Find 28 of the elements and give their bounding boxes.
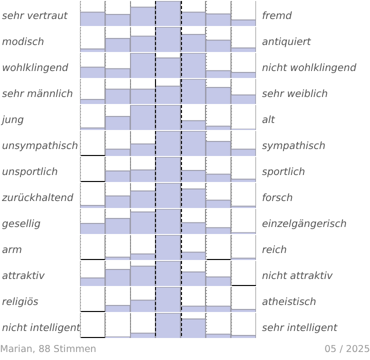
y2-axis-title: antiquiert bbox=[261, 37, 312, 50]
y2-axis-title: sportlich bbox=[261, 167, 306, 180]
y2-axis-title: nicht attraktiv bbox=[261, 271, 334, 284]
y-axis-title: sehr männlich bbox=[1, 89, 74, 102]
y2-axis-title: sehr intelligent bbox=[261, 323, 338, 336]
y-axis-title: unsportlich bbox=[1, 167, 59, 180]
y2-axis-title: nicht wohlklingend bbox=[261, 63, 358, 76]
y2-axis-title: atheistisch bbox=[261, 297, 318, 310]
y-axis-title: sehr vertraut bbox=[1, 11, 69, 24]
y-axis-title: religiös bbox=[1, 297, 40, 310]
text: 05 / 2025 bbox=[324, 344, 370, 355]
y2-axis-title: forsch bbox=[261, 193, 294, 206]
y-axis-title: jung bbox=[0, 115, 25, 128]
y2-axis-title: fremd bbox=[261, 11, 293, 24]
y-axis-title: nicht intelligent bbox=[1, 323, 80, 336]
y2-axis-title: alt bbox=[261, 115, 276, 128]
y-axis-title: gesellig bbox=[1, 219, 42, 232]
y-axis-title: attraktiv bbox=[1, 271, 46, 284]
y-axis-title: wohlklingend bbox=[1, 63, 70, 76]
y-axis-title: modisch bbox=[1, 37, 46, 50]
y-axis-title: unsympathisch bbox=[1, 141, 80, 154]
y2-axis-title: reich bbox=[261, 245, 288, 258]
y2-axis-title: sehr weiblich bbox=[261, 89, 329, 102]
y-axis-title: zurückhaltend bbox=[1, 193, 74, 206]
text: Marian, 88 Stimmen bbox=[0, 344, 96, 355]
y2-axis-title: sympathisch bbox=[261, 141, 326, 154]
y-axis-title: arm bbox=[1, 245, 23, 258]
y2-axis-title: einzelgängerisch bbox=[261, 219, 348, 232]
